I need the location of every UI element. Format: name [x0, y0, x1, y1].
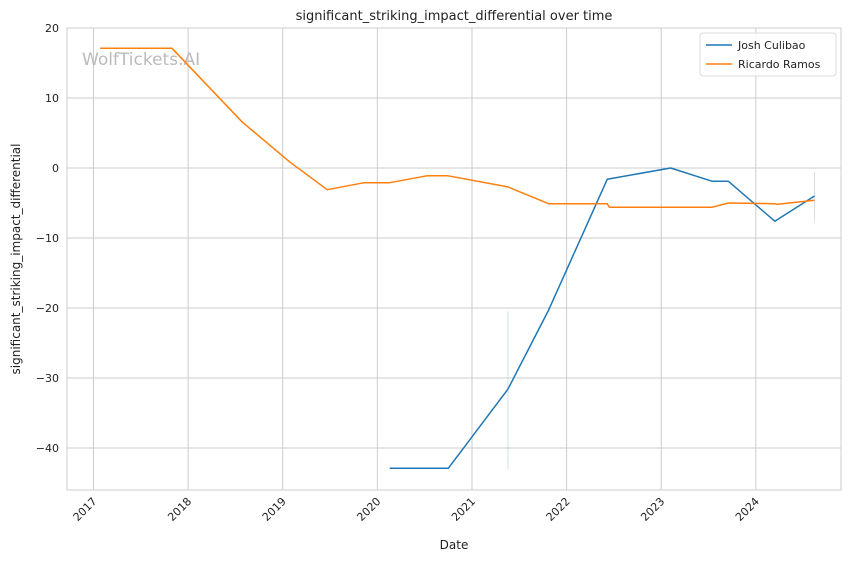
x-axis-label: Date [440, 538, 469, 552]
series-line-josh-culibao [389, 167, 815, 470]
x-tick-label: 2019 [260, 495, 289, 524]
y-tick-label: −20 [36, 302, 59, 315]
grid [67, 27, 841, 490]
y-axis-ticks: 20 10 0 −10 −20 −30 −40 [36, 22, 59, 455]
y-tick-label: 0 [52, 162, 59, 175]
plot-frame [66, 27, 842, 491]
x-tick-label: 2020 [354, 495, 383, 524]
y-tick-label: −10 [36, 232, 59, 245]
legend-box [699, 32, 837, 77]
x-tick-label: 2018 [165, 495, 194, 524]
x-tick-label: 2021 [449, 495, 478, 524]
x-tick-label: 2022 [544, 495, 573, 524]
y-tick-label: 10 [45, 92, 59, 105]
x-tick-label: 2017 [71, 495, 100, 524]
legend: Josh Culibao Ricardo Ramos [699, 32, 837, 77]
watermark: WolfTickets.AI [82, 50, 200, 70]
legend-label-josh-culibao: Josh Culibao [737, 39, 806, 52]
y-tick-label: −40 [36, 442, 59, 455]
chart-title: significant_striking_impact_differential… [296, 9, 613, 24]
y-tick-label: −30 [36, 372, 59, 385]
legend-label-ricardo-ramos: Ricardo Ramos [738, 58, 821, 71]
y-axis-label: significant_striking_impact_differential [9, 144, 23, 375]
series-lines [100, 47, 815, 470]
series-line-ricardo-ramos [100, 47, 815, 208]
x-tick-label: 2023 [638, 495, 667, 524]
x-axis-ticks: 2017 2018 2019 2020 2021 2022 2023 2024 [71, 495, 762, 524]
y-tick-label: 20 [45, 22, 59, 35]
x-tick-label: 2024 [733, 495, 762, 524]
